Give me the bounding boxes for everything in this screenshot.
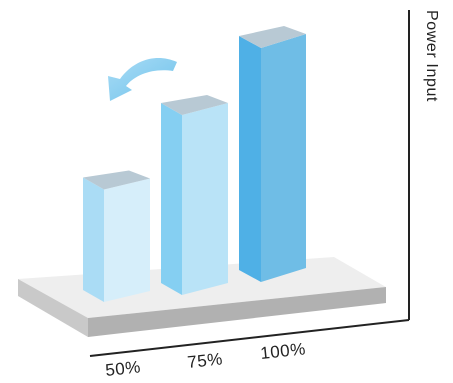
x-tick-label-3: 100% — [259, 339, 306, 363]
bar-2-top-face — [161, 95, 228, 115]
bar-1-right-face — [104, 178, 150, 302]
bar-3-right-face — [261, 34, 306, 282]
bar-1-top-face — [83, 170, 150, 190]
platform-front — [18, 279, 88, 337]
bar-2-right-face — [182, 103, 228, 295]
bar-1 — [83, 170, 150, 302]
bar-1-left-face — [83, 177, 104, 302]
bars-group — [83, 26, 306, 302]
y-axis-title: Power Input — [423, 10, 440, 102]
platform-side — [88, 287, 386, 337]
bar-2 — [161, 95, 228, 295]
x-tick-label-1: 50% — [104, 357, 141, 380]
x-tick-label-2: 75% — [186, 349, 223, 372]
x-axis-line — [89, 319, 410, 357]
bar-3-top-face — [239, 26, 306, 48]
bar-3-left-face — [239, 36, 261, 282]
curved-arrow-down-left-icon — [108, 58, 177, 101]
bar-3 — [239, 26, 306, 282]
bar-2-left-face — [161, 103, 182, 295]
x-tick-labels: 50% 75% 100% — [104, 339, 306, 380]
